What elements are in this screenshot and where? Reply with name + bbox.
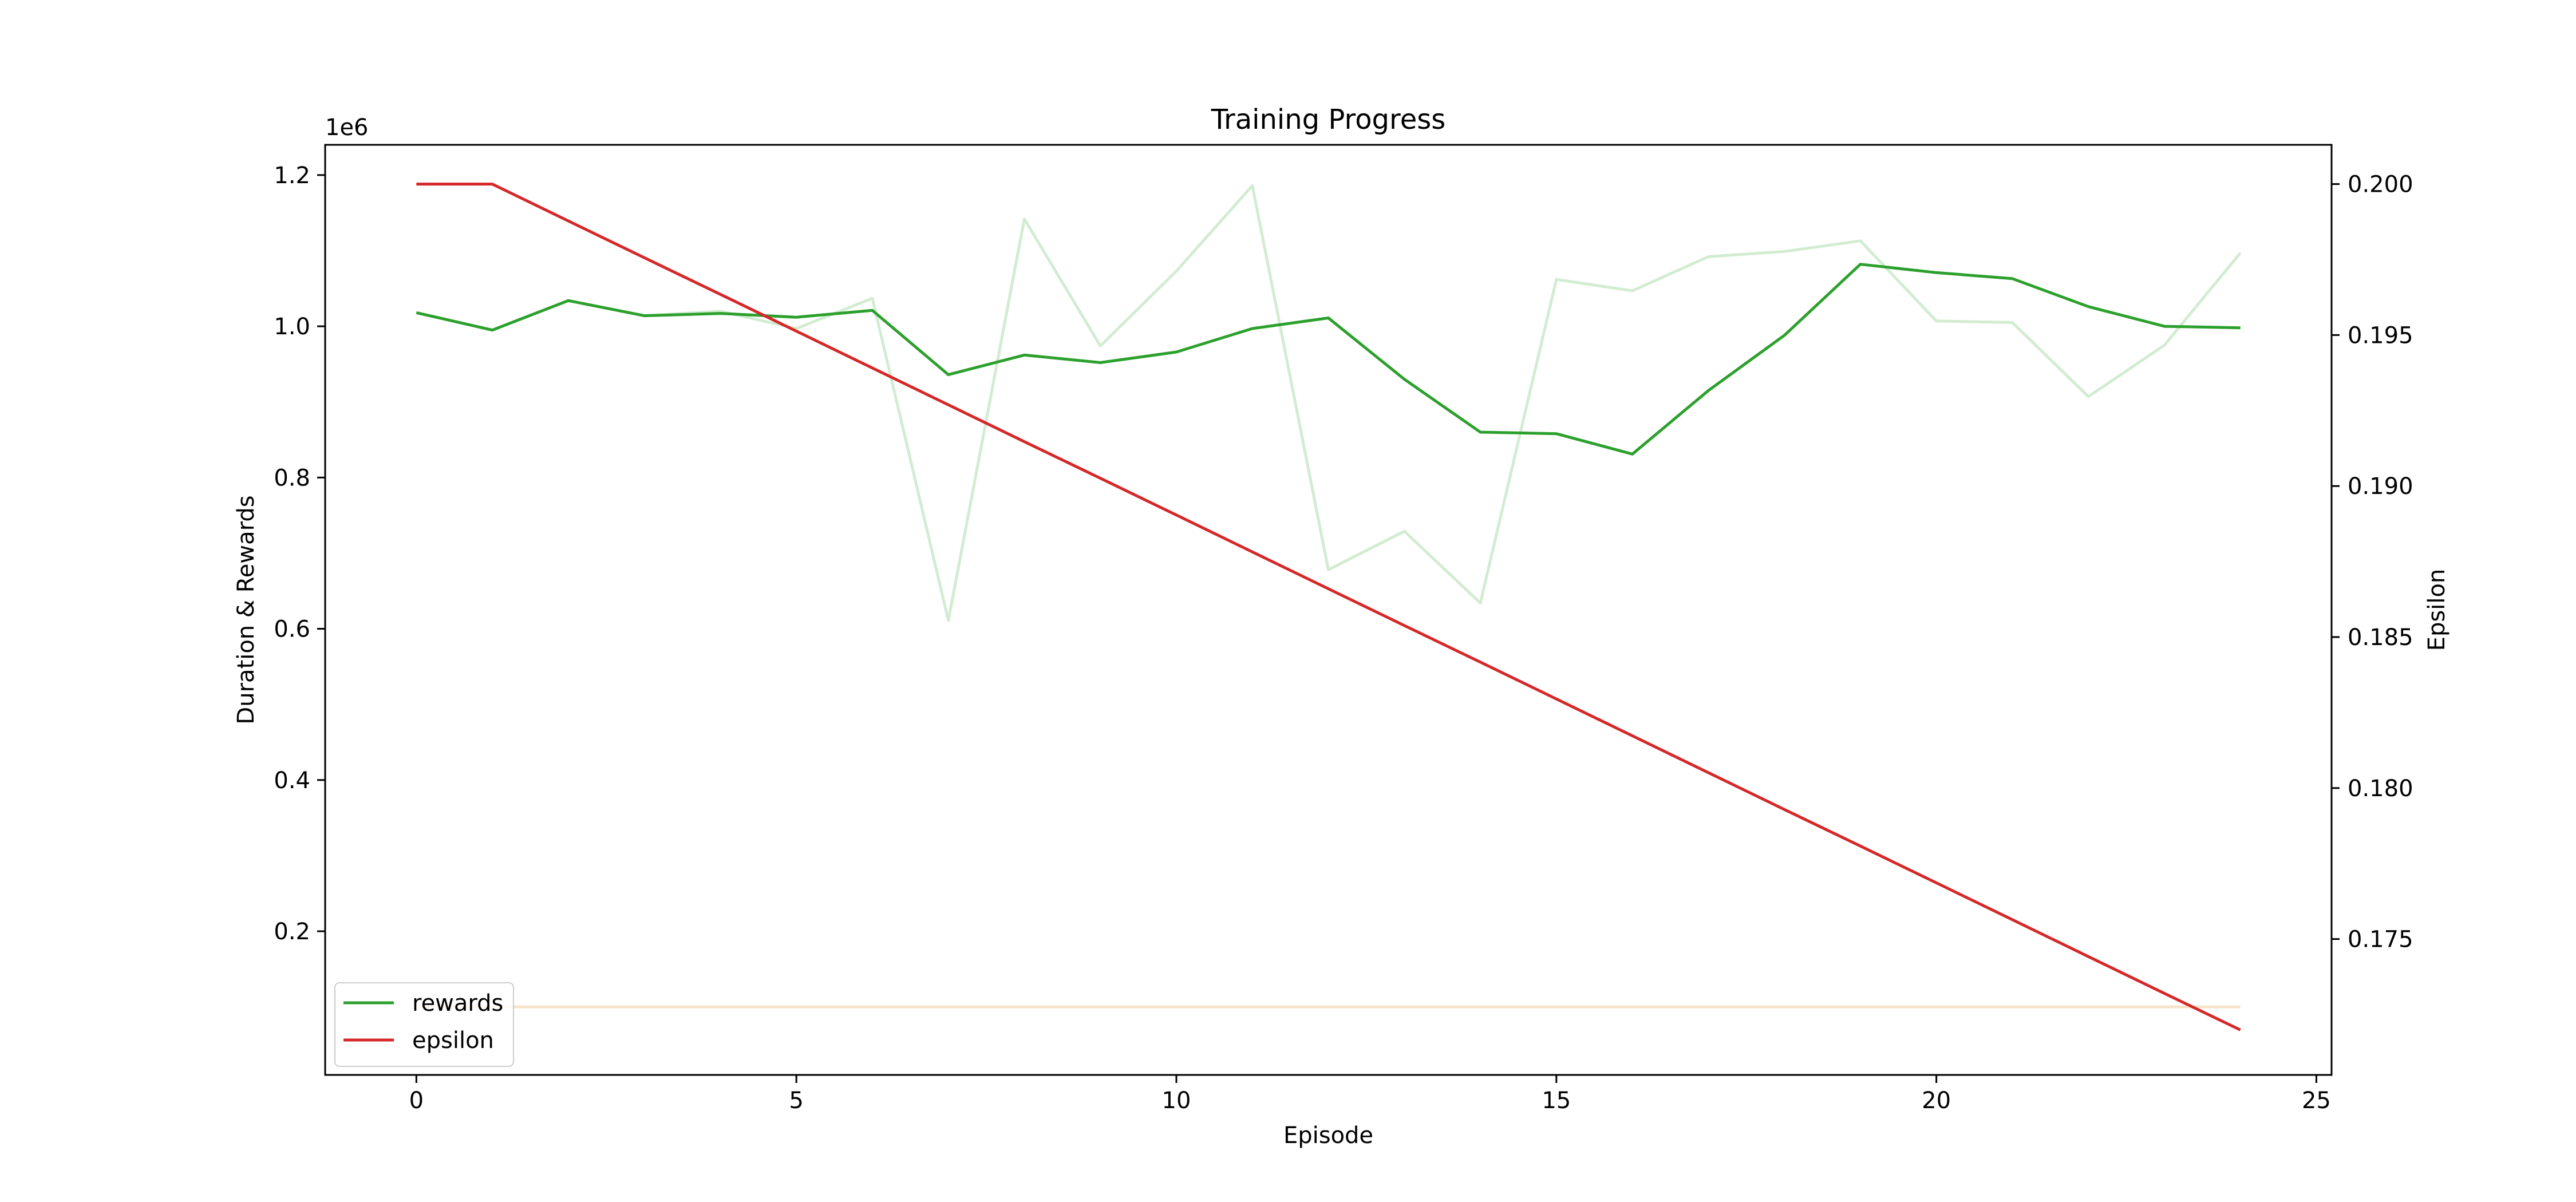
legend-label-rewards: rewards (412, 990, 503, 1017)
plot-frame (324, 144, 2333, 1076)
legend: rewards epsilon (334, 982, 514, 1067)
y-left-tick-label: 0.4 (274, 768, 310, 794)
legend-label-epsilon: epsilon (412, 1027, 494, 1054)
x-axis-label: Episode (1283, 1122, 1373, 1149)
y-left-tick-label: 1.2 (274, 163, 310, 189)
series-lines (416, 183, 2242, 1031)
rewards-raw-line (416, 184, 2242, 622)
x-tick-label: 15 (1542, 1088, 1571, 1114)
y-left-tick-label: 0.2 (274, 919, 310, 945)
x-tick-label: 5 (789, 1088, 803, 1114)
y-right-tick-label: 0.200 (2348, 172, 2413, 198)
y-axis-left: 0.2 0.4 0.6 0.8 1.0 1.2 (274, 163, 325, 945)
y-right-tick-label: 0.180 (2348, 776, 2413, 802)
y-axis-right: 0.175 0.180 0.185 0.190 0.195 0.200 (2332, 172, 2413, 953)
x-tick-label: 10 (1162, 1088, 1191, 1114)
epsilon-line (416, 183, 2241, 1031)
rewards-line (416, 263, 2241, 456)
plot-area (324, 144, 2333, 1076)
x-tick-label: 20 (1922, 1088, 1951, 1114)
y-axis-left-label: Duration & Rewards (233, 495, 259, 724)
y-right-tick-label: 0.175 (2348, 927, 2413, 953)
y-right-tick-label: 0.190 (2348, 473, 2413, 500)
y-left-offset-label: 1e6 (325, 114, 369, 141)
y-left-tick-label: 1.0 (274, 314, 310, 340)
y-right-tick-label: 0.185 (2348, 624, 2413, 651)
x-tick-label: 25 (2302, 1088, 2331, 1114)
x-tick-label: 0 (409, 1088, 424, 1114)
y-left-tick-label: 0.6 (274, 616, 310, 643)
y-axis-right-label: Epsilon (2424, 569, 2450, 651)
y-right-tick-label: 0.195 (2348, 322, 2413, 349)
y-left-tick-label: 0.8 (274, 465, 310, 491)
x-axis: 0 5 10 15 20 25 (409, 1075, 2331, 1114)
chart-title: Training Progress (1211, 104, 1446, 136)
